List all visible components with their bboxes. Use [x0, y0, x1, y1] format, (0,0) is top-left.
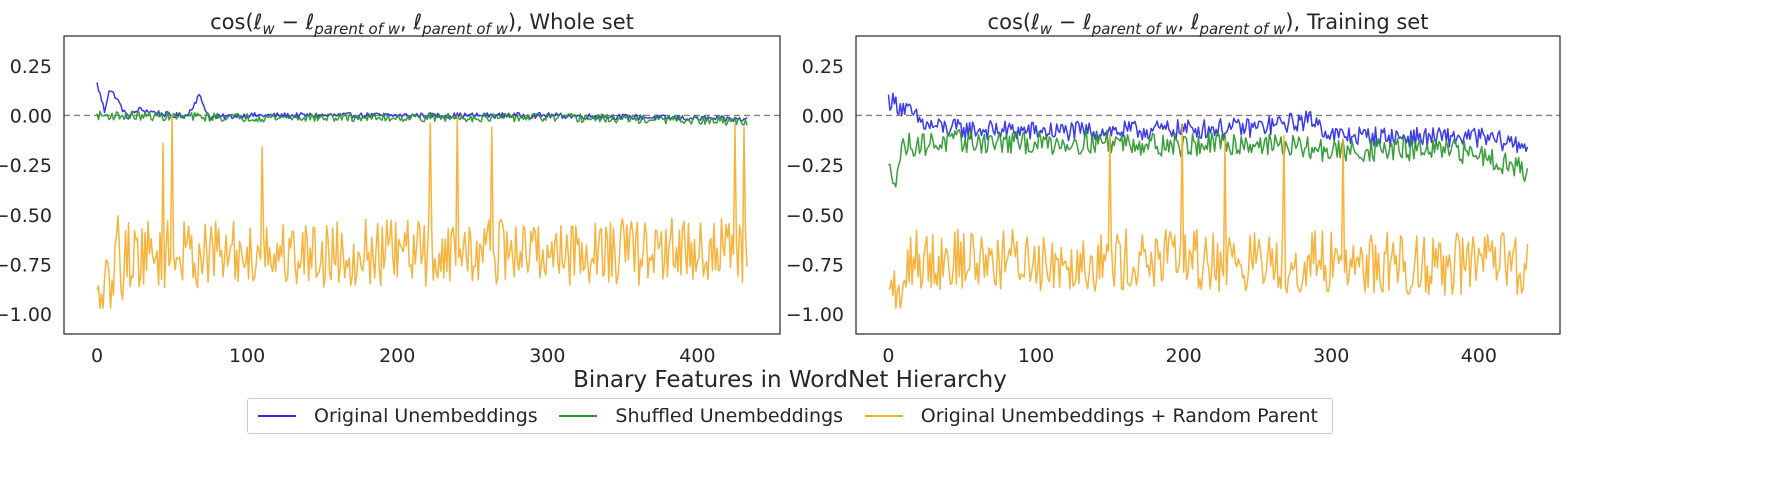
title-sub-parent: parent of w [1091, 20, 1178, 38]
series-line-3 [96, 114, 748, 309]
y-tick-label: 0.00 [802, 105, 844, 127]
title-minus: − [1052, 10, 1083, 34]
series-line-3 [888, 124, 1529, 309]
chart-title: cos(ℓw − ℓparent of w, ℓparent of w), Tr… [988, 10, 1429, 38]
chart-panel-1: cos(ℓw − ℓparent of w, ℓparent of w), Wh… [0, 10, 781, 367]
axes-frame [63, 35, 781, 335]
x-tick-label: 400 [679, 345, 715, 367]
title-sub-parent: parent of w [313, 20, 400, 38]
y-tick-label: 0.00 [10, 105, 52, 127]
title-close: ) [508, 10, 516, 34]
x-tick-label: 200 [379, 345, 415, 367]
title-sub-w: w [262, 20, 275, 38]
title-l: ℓ [1190, 10, 1200, 34]
series-line-2 [888, 129, 1529, 188]
legend-item-random-parent: Original Unembeddings + Random Parent [864, 405, 1318, 427]
x-tick-label: 400 [1461, 345, 1497, 367]
legend-label-shuffled: Shuffled Unembeddings [615, 405, 844, 427]
title-minus: − [275, 10, 306, 34]
y-tick-label: −1.00 [786, 304, 844, 326]
title-close: ) [1285, 10, 1293, 34]
y-tick-label: −1.00 [0, 304, 52, 326]
x-tick-label: 0 [882, 345, 894, 367]
legend-label-original: Original Unembeddings [314, 405, 538, 427]
y-tick-label: 0.25 [802, 56, 844, 78]
legend: Original Unembeddings Shuffled Unembeddi… [247, 398, 1333, 434]
legend-swatch-shuffled [559, 415, 598, 417]
x-tick-label: 0 [91, 345, 103, 367]
title-sub-w: w [1040, 20, 1053, 38]
x-axis-label: Binary Features in WordNet Hierarchy [573, 367, 1007, 393]
title-l: ℓ [253, 10, 263, 34]
title-suffix: , Whole set [516, 10, 634, 34]
title-sub-parent: parent of w [1199, 20, 1286, 38]
x-tick-label: 200 [1166, 345, 1202, 367]
series-line-2 [96, 110, 748, 126]
series-group [96, 82, 748, 309]
y-tick-label: −0.25 [0, 155, 52, 177]
title-comma: , [1177, 10, 1190, 34]
title-func: cos( [988, 10, 1032, 34]
chart-panel-2: cos(ℓw − ℓparent of w, ℓparent of w), Tr… [786, 10, 1561, 367]
x-tick-label: 300 [529, 345, 565, 367]
title-l: ℓ [305, 10, 315, 34]
y-tick-label: −0.25 [786, 155, 844, 177]
y-tick-label: −0.75 [0, 254, 52, 276]
chart-title: cos(ℓw − ℓparent of w, ℓparent of w), Wh… [210, 10, 634, 38]
legend-item-original: Original Unembeddings [258, 405, 538, 427]
y-tick-label: −0.75 [786, 254, 844, 276]
title-l: ℓ [412, 10, 422, 34]
title-comma: , [400, 10, 413, 34]
series-line-1 [887, 92, 1529, 154]
series-line-1 [96, 82, 748, 123]
title-func: cos( [210, 10, 254, 34]
y-tick-label: 0.25 [10, 56, 52, 78]
y-tick-label: −0.50 [786, 205, 844, 227]
x-tick-label: 100 [229, 345, 265, 367]
legend-swatch-random-parent [864, 415, 903, 417]
x-tick-label: 100 [1018, 345, 1054, 367]
title-sub-parent: parent of w [421, 20, 508, 38]
title-l: ℓ [1082, 10, 1092, 34]
legend-label-random-parent: Original Unembeddings + Random Parent [920, 405, 1318, 427]
y-tick-label: −0.50 [0, 205, 52, 227]
legend-item-shuffled: Shuffled Unembeddings [559, 405, 843, 427]
legend-swatch-original [258, 415, 296, 417]
axes-frame [855, 35, 1561, 335]
title-l: ℓ [1030, 10, 1040, 34]
series-group [887, 92, 1529, 309]
x-tick-label: 300 [1313, 345, 1349, 367]
title-suffix: , Training set [1293, 10, 1428, 34]
